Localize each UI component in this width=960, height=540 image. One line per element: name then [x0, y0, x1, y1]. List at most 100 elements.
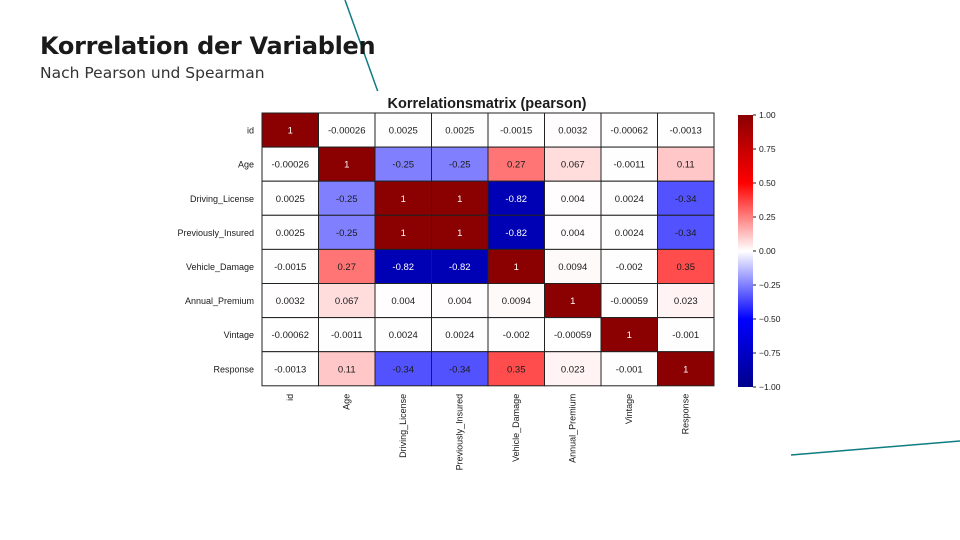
heatmap-cell — [318, 351, 376, 387]
heatmap-cell-label: 0.0025 — [276, 194, 305, 205]
heatmap-cell-label: -0.82 — [505, 228, 527, 239]
heatmap-cell — [374, 146, 432, 182]
heatmap-cell-label: -0.002 — [503, 330, 530, 341]
heatmap-cell-label: 0.0094 — [558, 262, 587, 273]
column-label: Driving_License — [398, 394, 408, 458]
heatmap-cell-label: 0.11 — [338, 364, 356, 375]
row-label: Vehicle_Damage — [186, 262, 254, 272]
heatmap-cell — [657, 248, 715, 284]
heatmap-cell — [487, 351, 545, 387]
heatmap-cell-label: 0.0024 — [445, 330, 474, 341]
heatmap-cell — [544, 146, 602, 182]
heatmap-cell-label: -0.0011 — [613, 160, 645, 171]
heatmap-cell-label: 0.004 — [448, 296, 472, 307]
row-label: id — [247, 126, 254, 136]
heatmap-cell — [544, 214, 602, 250]
heatmap-cell-label: 0.0024 — [615, 228, 644, 239]
heatmap-cell-label: 1 — [401, 228, 406, 239]
heatmap-cell-label: -0.25 — [336, 228, 358, 239]
heatmap-cell-label: 1 — [344, 160, 349, 171]
heatmap-cell-label: 1 — [514, 262, 519, 273]
heatmap-cell-label: 0.0025 — [445, 126, 474, 137]
heatmap-cell-label: 1 — [288, 126, 293, 137]
heatmap-cell-label: -0.00062 — [610, 126, 648, 137]
heatmap-cell — [600, 146, 658, 182]
row-label: Annual_Premium — [185, 296, 254, 306]
heatmap-panel: Korrelationsmatrix (pearson) 1 -0.00026 0.… — [169, 91, 791, 480]
slide-subtitle: Nach Pearson und Spearman — [40, 64, 265, 82]
heatmap-cell — [374, 351, 432, 387]
heatmap-cell-label: -0.001 — [616, 364, 643, 375]
heatmap-cell-label: -0.00059 — [610, 296, 648, 307]
heatmap-cell-label: -0.25 — [392, 160, 414, 171]
heatmap-cell — [544, 283, 602, 319]
row-label: Response — [213, 364, 254, 374]
row-label: Age — [238, 160, 254, 170]
colorbar-tick-label: 0.75 — [759, 144, 776, 154]
column-label: Response — [681, 394, 691, 435]
colorbar-tick-label: 0.50 — [759, 178, 776, 188]
heatmap-cell-label: -0.82 — [392, 262, 414, 273]
colorbar-tick-label: 1.00 — [759, 110, 776, 120]
heatmap-cell — [261, 248, 319, 284]
heatmap-cell-label: -0.0015 — [274, 262, 306, 273]
column-label: id — [285, 394, 295, 401]
heatmap-cell-label: -0.25 — [336, 194, 358, 205]
heatmap-cell — [261, 283, 319, 319]
heatmap-cell-label: -0.0013 — [670, 126, 702, 137]
heatmap-cell — [600, 214, 658, 250]
heatmap-cell — [318, 214, 376, 250]
heatmap-cell-label: -0.00026 — [271, 160, 309, 171]
heatmap-cell-label: 0.35 — [677, 262, 696, 273]
heatmap-cell-label: 0.004 — [561, 194, 585, 205]
heatmap-cell-label: 0.023 — [674, 296, 698, 307]
heatmap-cell-label: 1 — [570, 296, 575, 307]
heatmap-cell — [431, 112, 489, 148]
heatmap-cell-label: -0.82 — [505, 194, 527, 205]
heatmap-cell-label: 0.35 — [507, 364, 526, 375]
heatmap-cell — [657, 351, 715, 387]
heatmap-cell-label: 1 — [627, 330, 632, 341]
heatmap-cell-label: -0.25 — [449, 160, 471, 171]
heatmap-cell-label: -0.34 — [449, 364, 471, 375]
heatmap-cell-label: -0.00026 — [328, 126, 366, 137]
column-label: Vintage — [624, 394, 634, 424]
heatmap-cell — [544, 112, 602, 148]
heatmap-cell — [657, 180, 715, 216]
heatmap-cell-label: 0.0025 — [389, 126, 418, 137]
heatmap-cell-label: -0.00059 — [554, 330, 592, 341]
column-label: Vehicle_Damage — [511, 394, 521, 462]
row-label: Previously_Insured — [177, 228, 254, 238]
heatmap-cell-label: 0.004 — [391, 296, 415, 307]
heatmap-cell-label: 0.0025 — [276, 228, 305, 239]
colorbar-gradient — [738, 115, 753, 387]
heatmap-cell — [318, 317, 376, 353]
heatmap-cell — [600, 351, 658, 387]
row-label: Vintage — [224, 330, 254, 340]
heatmap-cell — [374, 112, 432, 148]
heatmap-cell — [487, 317, 545, 353]
heatmap-cell — [657, 283, 715, 319]
heatmap-cell — [261, 351, 319, 387]
heatmap-cell — [261, 180, 319, 216]
column-label: Annual_Premium — [568, 394, 578, 463]
column-label: Age — [342, 394, 352, 410]
heatmap-cell-label: -0.00062 — [271, 330, 309, 341]
heatmap-cell-label: 0.0024 — [615, 194, 644, 205]
colorbar-tick-label: −0.25 — [759, 280, 781, 290]
heatmap-cell-label: 0.27 — [338, 262, 357, 273]
heatmap-cell-label: -0.0013 — [274, 364, 306, 375]
heatmap-cell — [657, 146, 715, 182]
heatmap-cell-label: 0.067 — [335, 296, 359, 307]
heatmap-cell — [544, 317, 602, 353]
heatmap-cell-label: 0.067 — [561, 160, 585, 171]
heatmap-cell-label: -0.34 — [675, 194, 697, 205]
heatmap-cell-label: -0.82 — [449, 262, 471, 273]
heatmap-cell-label: 0.11 — [677, 160, 695, 171]
colorbar-tick-label: −1.00 — [759, 382, 781, 392]
heatmap-cell-label: -0.0011 — [331, 330, 363, 341]
heatmap-cell-label: -0.0015 — [500, 126, 532, 137]
heatmap-cell — [374, 317, 432, 353]
heatmap-cell — [544, 248, 602, 284]
